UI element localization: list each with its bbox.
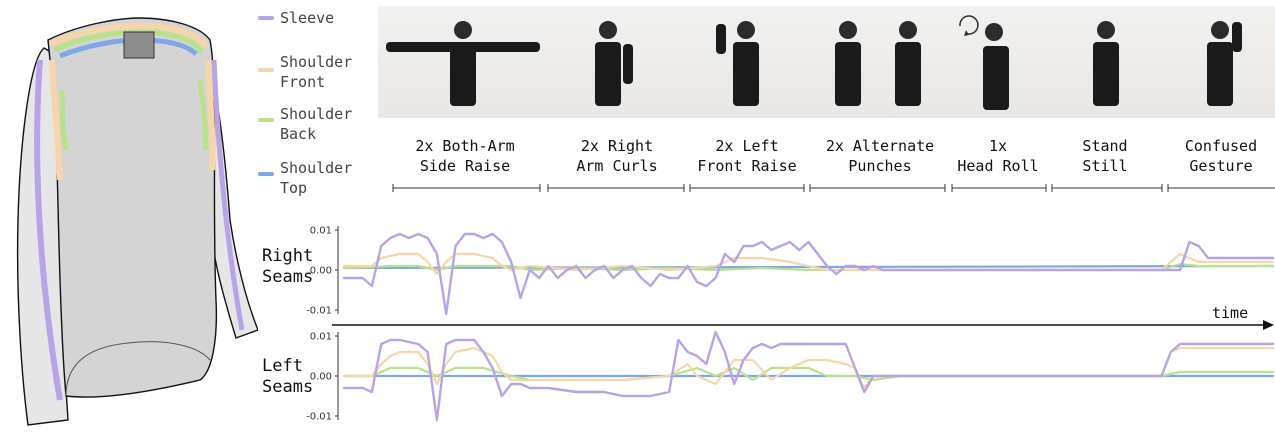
sensor-patch [123,31,155,59]
left-seams-y-tick-label: 0.00 [310,372,332,383]
activity-line1: 2x Left [715,137,779,155]
activity-label-front-raise: 2x Left Front Raise [686,136,808,176]
activity-label-head-roll: 1x Head Roll [948,136,1048,176]
activity-label-side-raise: 2x Both-Arm Side Raise [395,136,535,176]
left-seams-label: Left Seams [262,356,314,397]
photo-head-roll [950,6,1048,118]
activity-line1: 1x [988,137,1008,155]
activity-line2: Punches [848,157,912,175]
seam-sleeve-left [34,59,63,401]
activity-line2: Still [1082,157,1128,175]
rotate-icon [959,15,979,36]
activity-label-arm-curls: 2x Right Arm Curls [556,136,678,176]
legend-label-shoulder-back: Shoulder Back [280,105,353,143]
activity-line1: Confused [1184,137,1258,155]
left-seams-y-tick-label: 0.01 [310,332,332,343]
hem-shape [65,341,211,397]
activity-line1: 2x Alternate [825,137,935,155]
bracket-head-roll [951,184,1047,192]
bracket-front-raise [689,184,805,192]
activity-line1: 2x Right [580,137,654,155]
right-seams-y-tick-label: -0.01 [306,306,332,317]
legend-swatch-shoulder-front [258,68,274,72]
activity-line2: Head Roll [957,157,1039,175]
activity-label-stand-still: Stand Still [1055,136,1155,176]
left-seams-series-sleeve [342,330,1275,422]
legend-swatch-shoulder-top [258,172,274,176]
photo-confused [1166,6,1275,118]
bracket-arm-curls [547,184,685,192]
activity-line1: Stand [1082,137,1128,155]
bracket-confused [1167,184,1275,192]
legend-swatch-sleeve [258,16,274,20]
activity-line1: 2x Both-Arm [415,137,515,155]
photo-stand-still [1048,6,1166,118]
legend-label-shoulder-front: Shoulder Front [280,53,353,91]
seam-shoulder-front [48,22,216,181]
bracket-stand-still [1051,184,1163,192]
body-shape [47,17,218,398]
left-seams-y-tick-label: -0.01 [306,412,332,423]
photo-arm-curls [548,6,686,118]
left-seams-series-shoulder-back [342,366,1275,382]
activity-line2: Gesture [1189,157,1253,175]
time-arrow-icon [1263,320,1274,330]
right-seams-series-sleeve [342,232,1275,316]
photo-side-raise [378,6,548,118]
activity-label-punches: 2x Alternate Punches [810,136,950,176]
photo-punches [808,6,950,118]
activity-line2: Arm Curls [576,157,658,175]
time-axis-label: time [1212,304,1249,322]
sweater-illustration [16,17,258,426]
activity-label-confused: Confused Gesture [1170,136,1272,176]
activity-line2: Side Raise [419,157,511,175]
activity-line2: Front Raise [697,157,797,175]
legend-label-sleeve: Sleeve [280,9,335,27]
legend-swatch-shoulder-back [258,118,274,122]
bracket-side-raise [392,184,541,192]
right-seams-y-tick-label: 0.01 [310,226,332,237]
seam-sleeve-right [211,59,245,331]
legend-label-shoulder-top: Shoulder Top [280,159,353,197]
right-seams-label: Right Seams [262,246,314,287]
bracket-punches [809,184,946,192]
photo-front-raise [686,6,808,118]
right-seams-y-tick-label: 0.00 [310,266,332,277]
activity-brackets [392,184,1275,192]
